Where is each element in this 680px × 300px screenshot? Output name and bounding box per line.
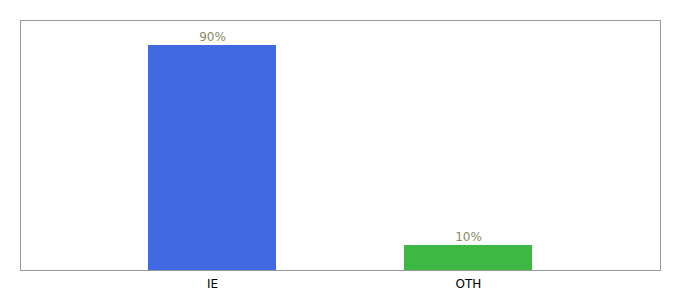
svg-text:90%: 90% — [199, 30, 226, 44]
svg-text:OTH: OTH — [456, 277, 482, 291]
svg-text:IE: IE — [207, 277, 218, 291]
svg-text:10%: 10% — [455, 230, 482, 244]
